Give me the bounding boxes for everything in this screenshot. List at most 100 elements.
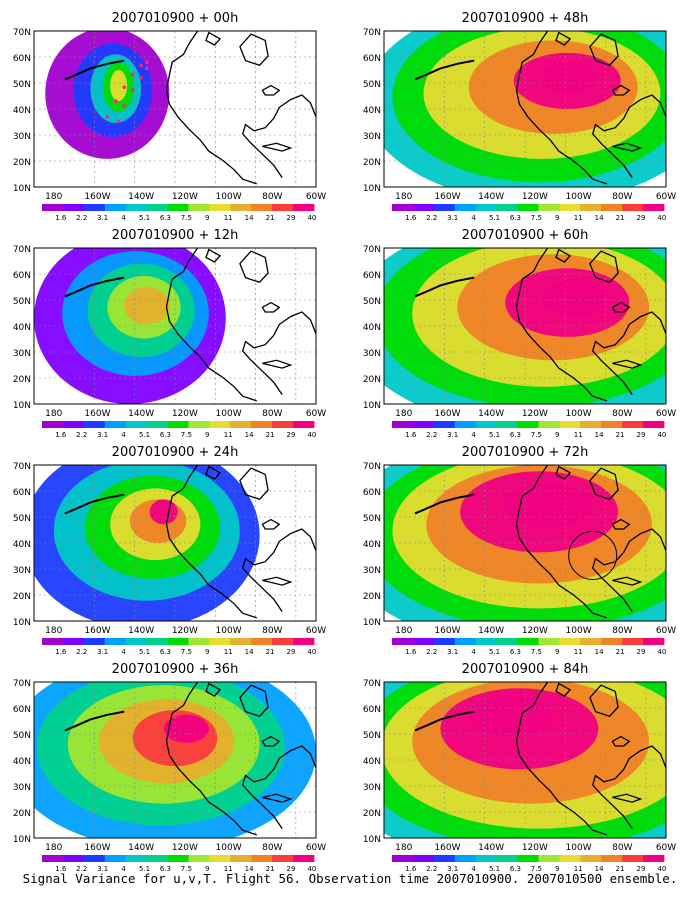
- colorbar-label: 2.2: [426, 214, 437, 222]
- colorbar-label: 2.2: [76, 431, 87, 439]
- lat-tick-label: 50N: [363, 731, 381, 741]
- colorbar-label: 40: [657, 648, 666, 656]
- colorbar-label: 21: [266, 648, 275, 656]
- colorbar-label: 1.6: [55, 865, 67, 873]
- lon-tick-label: 120W: [522, 626, 548, 636]
- panel-title: 2007010900 + 48h: [462, 11, 589, 26]
- lat-tick-label: 60N: [13, 54, 31, 64]
- colorbar-label: 5.1: [139, 214, 150, 222]
- map-frame: [33, 30, 317, 188]
- lat-tick-label: 40N: [363, 323, 381, 333]
- colorbar-swatch: [601, 204, 623, 211]
- colorbar-swatch: [643, 855, 665, 862]
- colorbar-swatch: [601, 421, 623, 428]
- colorbar-label: 14: [595, 431, 604, 439]
- lon-tick-label: 180: [45, 409, 62, 419]
- colorbar-label: 3.1: [447, 431, 458, 439]
- colorbar-swatch: [146, 638, 168, 645]
- colorbar-swatch: [392, 421, 414, 428]
- variance-contour: [541, 279, 610, 317]
- lon-tick-label: 100W: [216, 192, 242, 202]
- colorbar-label: 14: [245, 214, 254, 222]
- colorbar-swatch: [580, 204, 602, 211]
- colorbar-swatch: [538, 638, 560, 645]
- map-panel: 2007010900 + 48h 70N 60N 50N 40N 30N 20N 10N 180…: [363, 11, 676, 222]
- lat-tick-label: 70N: [363, 28, 381, 38]
- lat-tick-label: 70N: [13, 679, 31, 689]
- colorbar-label: 21: [266, 865, 275, 873]
- colorbar-swatch: [454, 204, 477, 211]
- colorbar-swatch: [517, 638, 539, 645]
- colorbar-label: 14: [595, 865, 604, 873]
- lon-tick-label: 60W: [306, 626, 326, 636]
- lat-tick-label: 50N: [363, 514, 381, 524]
- colorbar-swatch: [496, 855, 518, 862]
- lon-tick-label: 140W: [478, 843, 504, 853]
- lon-tick-label: 100W: [216, 626, 242, 636]
- map-frame: [33, 681, 317, 839]
- colorbar-swatch: [538, 855, 560, 862]
- lon-tick-label: 180: [45, 192, 62, 202]
- colorbar-swatch: [293, 638, 315, 645]
- colorbar-label: 21: [616, 214, 625, 222]
- colorbar-swatch: [412, 204, 435, 211]
- colorbar-swatch: [293, 204, 315, 211]
- lon-tick-label: 160W: [434, 409, 460, 419]
- colorbar-label: 9: [555, 648, 559, 656]
- lat-tick-label: 40N: [13, 323, 31, 333]
- colorbar-swatch: [104, 421, 127, 428]
- figure-caption: Signal Variance for u,v,T. Flight 56. Ob…: [22, 871, 678, 886]
- colorbar-swatch: [433, 421, 456, 428]
- colorbar: 1.6 2.2 3.1 4 5.1 6.3 7.5 9 11 14 21 29 40: [42, 421, 316, 439]
- panel-title: 2007010900 + 72h: [462, 445, 589, 460]
- coastline: [64, 31, 316, 185]
- variance-contour: [541, 62, 599, 94]
- observation-track: [105, 60, 149, 124]
- coastline: [414, 465, 666, 619]
- colorbar-swatch: [125, 204, 148, 211]
- colorbar-label: 5.1: [489, 648, 500, 656]
- lat-tick-label: 40N: [13, 106, 31, 116]
- colorbar-label: 5.1: [139, 865, 150, 873]
- lon-tick-label: 160W: [84, 192, 110, 202]
- lon-tick-label: 60W: [656, 843, 676, 853]
- colorbar-swatch: [517, 204, 539, 211]
- colorbar-swatch: [188, 204, 210, 211]
- colorbar-swatch: [433, 855, 456, 862]
- lon-tick-label: 180: [395, 409, 412, 419]
- colorbar-label: 1.6: [55, 214, 67, 222]
- colorbar-swatch: [392, 638, 414, 645]
- colorbar-label: 9: [205, 648, 209, 656]
- lon-tick-label: 60W: [656, 626, 676, 636]
- colorbar-label: 1.6: [55, 431, 67, 439]
- colorbar-label: 7.5: [181, 431, 192, 439]
- colorbar-label: 6.3: [160, 648, 171, 656]
- colorbar-swatch: [454, 638, 477, 645]
- lon-tick-label: 160W: [434, 626, 460, 636]
- colorbar-swatch: [83, 204, 106, 211]
- colorbar-swatch: [643, 204, 665, 211]
- colorbar-label: 6.3: [510, 865, 521, 873]
- colorbar-swatch: [517, 421, 539, 428]
- lat-tick-label: 10N: [363, 835, 381, 845]
- map-panel: 2007010900 + 36h 70N 60N 50N 40N 30N 20N 10N 180…: [13, 662, 326, 873]
- colorbar: 1.6 2.2 3.1 4 5.1 6.3 7.5 9 11 14 21 29 40: [392, 421, 666, 439]
- lat-tick-label: 10N: [363, 184, 381, 194]
- colorbar-label: 5.1: [489, 431, 500, 439]
- map-panel: 2007010900 + 12h 70N 60N 50N 40N 30N 20N 10N 180…: [13, 228, 326, 439]
- lat-tick-label: 60N: [363, 54, 381, 64]
- colorbar-label: 29: [637, 431, 646, 439]
- colorbar-label: 11: [224, 431, 233, 439]
- colorbar-label: 40: [657, 431, 666, 439]
- colorbar-label: 9: [205, 214, 209, 222]
- colorbar-swatch: [167, 638, 189, 645]
- colorbar-label: 11: [224, 865, 233, 873]
- colorbar-swatch: [622, 855, 644, 862]
- grid: [34, 682, 316, 838]
- grid: [34, 465, 316, 621]
- lat-tick-label: 20N: [13, 809, 31, 819]
- lon-tick-label: 80W: [612, 409, 632, 419]
- lon-tick-label: 120W: [522, 843, 548, 853]
- colorbar-label: 4: [121, 214, 126, 222]
